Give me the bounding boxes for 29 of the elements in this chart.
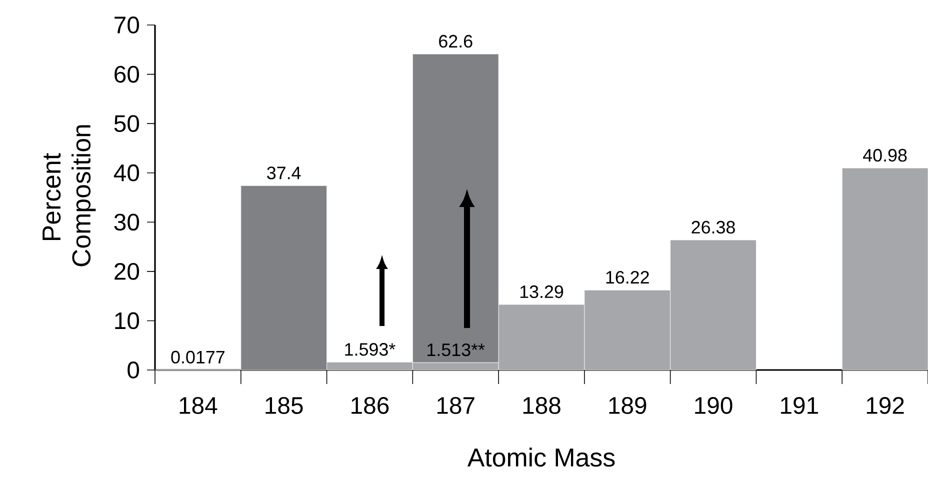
data-label: 1.513** [428, 343, 485, 356]
y-tick-label: 60 [114, 66, 140, 83]
x-tick-label: 184 [180, 397, 218, 414]
x-tick-label: 188 [523, 397, 560, 414]
bar [842, 168, 928, 370]
data-label: 40.98 [863, 148, 907, 162]
data-label: 16.22 [606, 270, 649, 284]
x-tick-label: 191 [781, 397, 818, 414]
x-tick-label: 187 [437, 397, 474, 414]
y-tick-label: 0 [128, 362, 140, 378]
data-label: 62.6 [439, 34, 472, 48]
x-tick-label: 192 [866, 397, 904, 414]
y-tick-label: 70 [114, 16, 140, 34]
data-label: 1.593* [345, 343, 396, 356]
data-label: 13.29 [520, 285, 564, 298]
y-tick-label: 30 [114, 214, 140, 231]
data-label: 26.38 [692, 220, 735, 234]
data-label: 0.0177 [171, 350, 224, 364]
data-label: 37.4 [267, 166, 301, 180]
y-axis-title: Percent Composition [42, 125, 96, 266]
y-tick-label: 50 [114, 115, 140, 132]
x-tick-label: 185 [266, 397, 303, 414]
y-tick-label: 20 [114, 262, 140, 280]
y-tick-label: 10 [115, 312, 140, 330]
x-tick-label: 186 [352, 397, 389, 414]
y-tick-label: 40 [114, 164, 140, 182]
x-axis-title: Atomic Mass [467, 448, 615, 467]
x-tick-label: 189 [609, 397, 646, 414]
x-tick-label: 190 [695, 397, 732, 414]
